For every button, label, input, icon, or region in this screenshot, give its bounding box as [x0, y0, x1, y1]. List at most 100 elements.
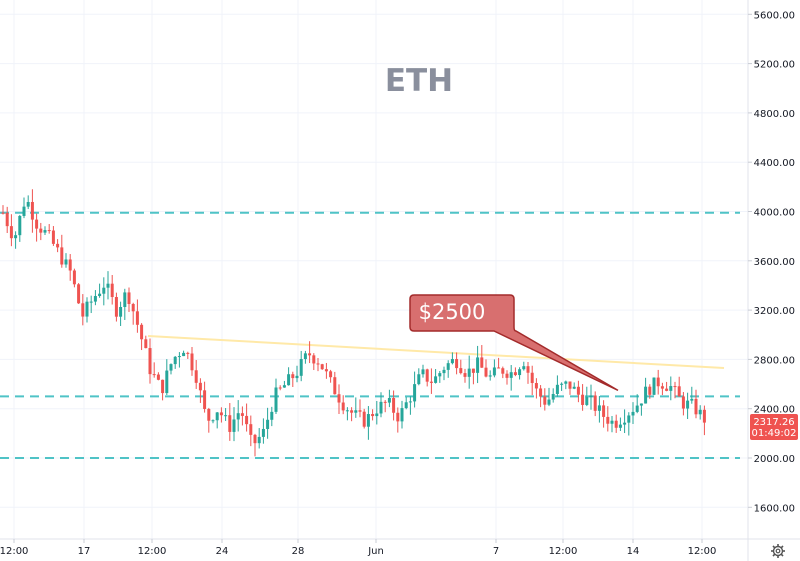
y-tick-label: 2000.00 — [754, 454, 795, 465]
candle-body — [148, 348, 152, 375]
candle-body — [89, 301, 93, 303]
candle-body — [295, 375, 299, 379]
x-tick-label: 12:00 — [0, 546, 28, 557]
gear-icon[interactable] — [771, 544, 785, 558]
candle-body — [442, 369, 446, 374]
candle-body — [568, 381, 572, 389]
candle-body — [354, 410, 358, 413]
candle-body — [597, 405, 601, 411]
candle-body — [530, 372, 534, 384]
candle-body — [329, 371, 333, 378]
candle-body — [337, 394, 341, 403]
y-tick-label: 4400.00 — [754, 158, 795, 169]
candle-body — [320, 364, 324, 370]
x-tick-label: 24 — [216, 546, 229, 557]
candle-body — [249, 424, 253, 435]
candle-body — [232, 419, 236, 432]
candle-body — [581, 394, 585, 405]
candle-body — [476, 357, 480, 373]
x-tick-label: 7 — [493, 546, 499, 557]
candle-body — [261, 428, 265, 437]
candle-body — [9, 226, 13, 239]
candle-body — [18, 215, 22, 236]
candle-body — [64, 259, 68, 265]
candle-body — [144, 339, 148, 349]
candle-body — [497, 367, 501, 369]
candle-body — [81, 303, 85, 317]
candle-body — [303, 353, 307, 360]
candle-body — [450, 359, 454, 364]
candle-body — [341, 402, 345, 411]
candle-body — [245, 415, 249, 425]
candle-body — [505, 373, 509, 378]
candle-body — [14, 235, 18, 239]
callout-shape — [409, 294, 619, 392]
candle-body — [660, 386, 664, 389]
candle-body — [606, 416, 610, 424]
candle-body — [593, 395, 597, 411]
y-tick-label: 2800.00 — [754, 355, 795, 366]
candle-body — [429, 381, 433, 383]
candle-body — [438, 373, 442, 377]
x-tick-label: Jun — [367, 546, 384, 557]
candle-body — [555, 384, 559, 394]
candle-body — [446, 363, 450, 370]
candle-body — [51, 230, 55, 244]
candle-body — [274, 387, 278, 412]
candle-body — [539, 388, 543, 397]
candle-body — [110, 283, 114, 298]
candle-body — [47, 230, 51, 232]
candle-body — [207, 408, 211, 421]
chart-title: ETH — [385, 63, 453, 99]
candle-body — [652, 377, 656, 395]
candle-body — [236, 413, 240, 420]
candle-body — [169, 364, 173, 371]
y-tick-label: 2400.00 — [754, 405, 795, 416]
candle-body — [560, 383, 564, 385]
candle-body — [639, 403, 643, 406]
candle-body — [350, 410, 354, 413]
x-tick-label: 12:00 — [138, 546, 167, 557]
candle-body — [551, 393, 555, 400]
candle-body — [543, 396, 547, 405]
candle-body — [396, 412, 400, 422]
candle-body — [240, 413, 244, 416]
candle-body — [287, 374, 291, 386]
candle-body — [686, 400, 690, 409]
candle-body — [677, 386, 681, 397]
x-tick-label: 12:00 — [549, 546, 578, 557]
candle-body — [165, 370, 169, 394]
candle-body — [85, 301, 89, 317]
candle-body — [333, 377, 337, 395]
candle-body — [127, 292, 131, 304]
candle-body — [375, 413, 379, 417]
candle-body — [522, 366, 526, 370]
trend-line — [147, 334, 725, 370]
candle-body — [413, 384, 417, 402]
candle-body — [299, 359, 303, 376]
price-callout[interactable]: $2500 — [409, 294, 619, 392]
candle-body — [392, 398, 396, 413]
candle-body — [43, 230, 47, 233]
candle-body — [190, 353, 194, 371]
y-tick-label: 3200.00 — [754, 306, 795, 317]
candle-body — [161, 379, 165, 394]
candle-body — [673, 386, 677, 388]
callout-label: $2500 — [419, 300, 486, 324]
candle-body — [1, 212, 5, 214]
candle-body — [421, 369, 425, 375]
candle-body — [534, 383, 538, 389]
candle-body — [702, 409, 706, 423]
candle-body — [488, 375, 492, 377]
candle-body — [455, 359, 459, 369]
candle-body — [308, 353, 312, 356]
x-tick-label: 28 — [292, 546, 305, 557]
candle-body — [572, 386, 576, 389]
candle-body — [518, 369, 522, 376]
candle-body — [39, 228, 43, 233]
candle-body — [282, 385, 286, 388]
candle-body — [345, 410, 349, 412]
candle-body — [669, 386, 673, 391]
candle-body — [228, 415, 232, 432]
y-tick-label: 4800.00 — [754, 109, 795, 120]
